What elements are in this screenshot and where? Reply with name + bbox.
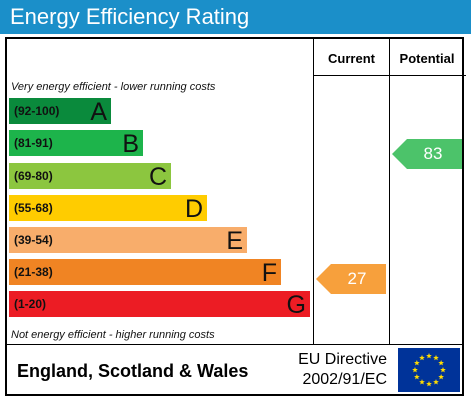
band-range: (21-38) (14, 265, 53, 279)
band-c: (69-80) C (9, 163, 171, 191)
potential-column-header: Potential (399, 51, 455, 66)
star-icon (426, 353, 432, 359)
current-rating-arrow: 27 (316, 264, 386, 294)
potential-rating-value: 83 (423, 144, 443, 163)
band-range: (92-100) (14, 104, 60, 118)
band-letter: E (226, 227, 243, 255)
star-icon (438, 374, 444, 380)
band-letter: G (286, 291, 306, 319)
directive-line-1: EU Directive (298, 351, 387, 368)
current-rating-value: 27 (347, 269, 367, 288)
star-icon (440, 367, 446, 373)
header-underline (313, 75, 466, 76)
footer-divider (7, 344, 464, 345)
band-letter: C (148, 163, 167, 191)
region-label: England, Scotland & Wales (17, 361, 249, 381)
rating-frame: Current Potential Very energy efficient … (5, 37, 466, 396)
band-g: (1-20) G (9, 291, 310, 319)
star-icon (438, 360, 444, 366)
bottom-note: Not energy efficient - higher running co… (11, 329, 215, 341)
eu-flag-icon (398, 348, 460, 392)
potential-rating-arrow: 83 (392, 139, 462, 169)
band-range: (69-80) (14, 169, 53, 183)
band-range: (39-54) (14, 233, 53, 247)
band-letter: D (184, 195, 203, 223)
band-letter: B (122, 130, 139, 158)
star-icon (412, 367, 418, 373)
directive-line-2: 2002/91/EC (302, 371, 387, 388)
star-icon (414, 374, 420, 380)
current-arrow-shape (316, 264, 386, 294)
star-icon (419, 379, 425, 385)
star-icon (414, 360, 420, 366)
band-a: (92-100) A (9, 98, 111, 126)
band-letter: A (90, 98, 107, 126)
potential-arrow-shape (392, 139, 462, 169)
eu-stars (412, 353, 446, 387)
band-range: (55-68) (14, 201, 53, 215)
band-range: (1-20) (14, 297, 47, 311)
band-b: (81-91) B (9, 130, 143, 158)
title-bar: Energy Efficiency Rating (0, 0, 471, 34)
band-f: (21-38) F (9, 259, 281, 287)
current-column-header: Current (328, 51, 375, 66)
star-icon (433, 354, 439, 361)
top-note: Very energy efficient - lower running co… (11, 81, 216, 93)
divider-current (313, 39, 314, 344)
star-icon (433, 379, 439, 385)
star-icon (426, 381, 432, 387)
band-d: (55-68) D (9, 195, 207, 223)
band-letter: F (261, 259, 277, 287)
chart-title: Energy Efficiency Rating (10, 4, 250, 29)
star-icon (419, 354, 425, 361)
band-range: (81-91) (14, 136, 53, 150)
band-e: (39-54) E (9, 227, 247, 255)
eu-directive: EU Directive 2002/91/EC (277, 350, 387, 390)
divider-potential (389, 39, 390, 344)
